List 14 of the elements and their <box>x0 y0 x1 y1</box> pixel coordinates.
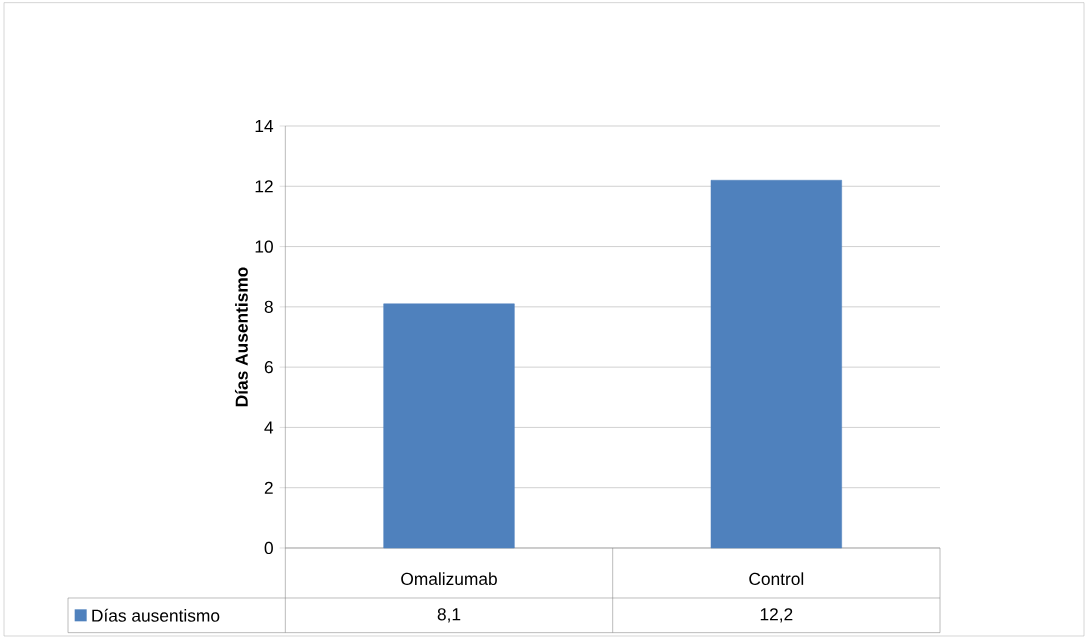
y-axis-title: Días Ausentismo <box>234 267 248 407</box>
data-label: 12,2 <box>760 608 793 623</box>
y-tick-label: 6 <box>264 361 273 374</box>
y-tick-label: 2 <box>264 481 273 494</box>
y-tick-label: 10 <box>255 240 273 253</box>
x-tick-label: Control <box>749 572 804 586</box>
legend-label: Días ausentismo <box>92 609 220 622</box>
y-tick-label: 14 <box>255 120 274 133</box>
y-tick-label: 0 <box>264 542 273 555</box>
data-label: 8,1 <box>437 608 461 623</box>
y-tick-label: 12 <box>255 180 273 193</box>
y-tick-label: 8 <box>264 300 273 314</box>
x-tick-label: Omalizumab <box>401 572 497 586</box>
y-tick-label: 4 <box>264 421 274 434</box>
